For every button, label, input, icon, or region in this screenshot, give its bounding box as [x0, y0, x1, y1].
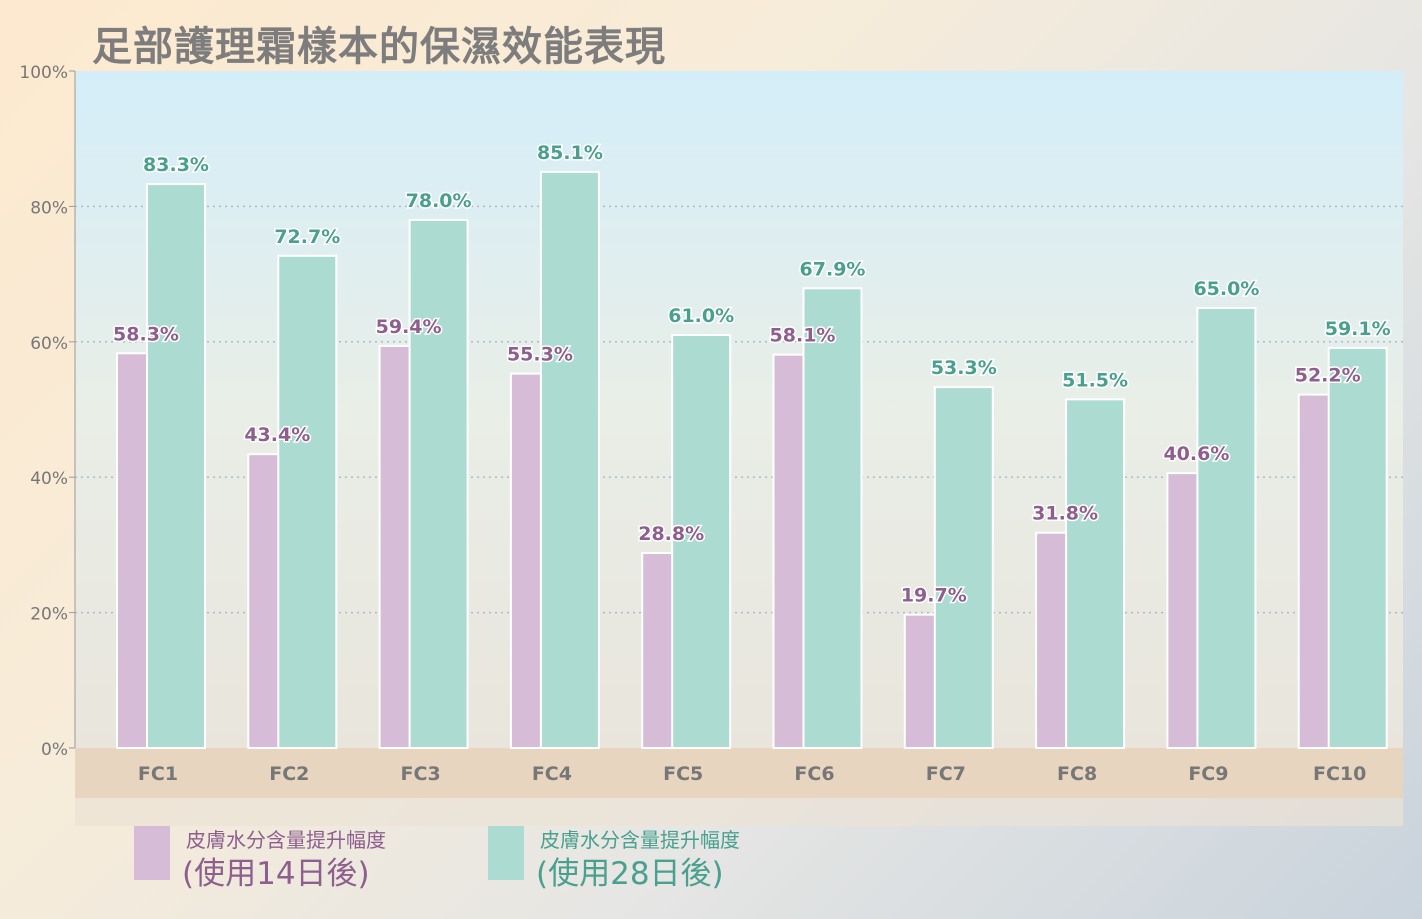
legend-label-line2: (使用14日後)	[182, 856, 370, 892]
legend-label-line1: 皮膚水分含量提升幅度	[186, 828, 386, 852]
data-label-FC2-series-1: 43.4%	[244, 424, 310, 446]
data-label-FC9-series-2: 65.0%	[1193, 278, 1259, 300]
data-label-FC10-series-2: 59.1%	[1325, 318, 1391, 340]
data-label-FC4-series-1: 55.3%	[507, 344, 573, 366]
bar-FC3-series-2	[408, 218, 469, 749]
y-tick-label-100: 100%	[19, 63, 68, 83]
x-tick-label-FC7: FC7	[926, 763, 966, 785]
y-tick-label-80: 80%	[30, 198, 68, 218]
y-tick-label-60: 60%	[30, 334, 68, 354]
data-label-FC1-series-1: 58.3%	[113, 323, 179, 345]
x-tick-label-FC4: FC4	[532, 763, 572, 785]
bar-FC1-series-2	[146, 183, 206, 749]
legend-swatch-14-days	[134, 826, 170, 880]
bar-FC10-series-2	[1327, 346, 1388, 749]
x-tick-label-FC9: FC9	[1188, 763, 1228, 785]
y-tick-label-40: 40%	[30, 469, 68, 489]
bar-FC2-series-2	[277, 254, 338, 749]
chart-title: 足部護理霜樣本的保濕效能表現	[92, 24, 666, 70]
x-tick-label-FC8: FC8	[1057, 763, 1097, 785]
bar-FC9-series-2	[1196, 306, 1257, 749]
y-tick-label-0: 0%	[41, 740, 68, 760]
x-tick-label-FC10: FC10	[1313, 763, 1366, 785]
data-label-FC5-series-1: 28.8%	[638, 523, 704, 545]
legend-label-line1: 皮膚水分含量提升幅度	[540, 828, 740, 852]
data-label-FC6-series-2: 67.9%	[800, 258, 866, 280]
bar-FC6-series-2	[802, 287, 863, 749]
legend-swatch-28-days	[488, 826, 524, 880]
bar-FC7-series-2	[933, 386, 994, 749]
data-label-FC8-series-2: 51.5%	[1062, 369, 1128, 391]
data-label-FC1-series-2: 83.3%	[143, 154, 209, 176]
y-tick-label-20: 20%	[30, 605, 68, 625]
legend-label-line2: (使用28日後)	[536, 856, 724, 892]
data-label-FC10-series-1: 52.2%	[1295, 365, 1361, 387]
bar-FC8-series-2	[1065, 398, 1126, 749]
data-label-FC7-series-2: 53.3%	[931, 357, 997, 379]
data-label-FC4-series-2: 85.1%	[537, 142, 603, 164]
data-label-FC3-series-1: 59.4%	[376, 316, 442, 338]
x-tick-label-FC3: FC3	[401, 763, 441, 785]
bar-FC4-series-2	[539, 170, 600, 750]
category-band	[75, 748, 1403, 798]
data-label-FC3-series-2: 78.0%	[406, 190, 472, 212]
data-label-FC8-series-1: 31.8%	[1032, 503, 1098, 525]
x-tick-label-FC6: FC6	[794, 763, 834, 785]
data-label-FC7-series-1: 19.7%	[901, 585, 967, 607]
x-tick-label-FC1: FC1	[138, 763, 178, 785]
data-label-FC9-series-1: 40.6%	[1163, 443, 1229, 465]
bar-FC5-series-2	[671, 334, 732, 749]
data-label-FC2-series-2: 72.7%	[274, 226, 340, 248]
x-tick-label-FC2: FC2	[269, 763, 309, 785]
data-label-FC6-series-1: 58.1%	[770, 325, 836, 347]
legend-band	[75, 798, 1403, 826]
data-label-FC5-series-2: 61.0%	[668, 305, 734, 327]
x-tick-label-FC5: FC5	[663, 763, 703, 785]
